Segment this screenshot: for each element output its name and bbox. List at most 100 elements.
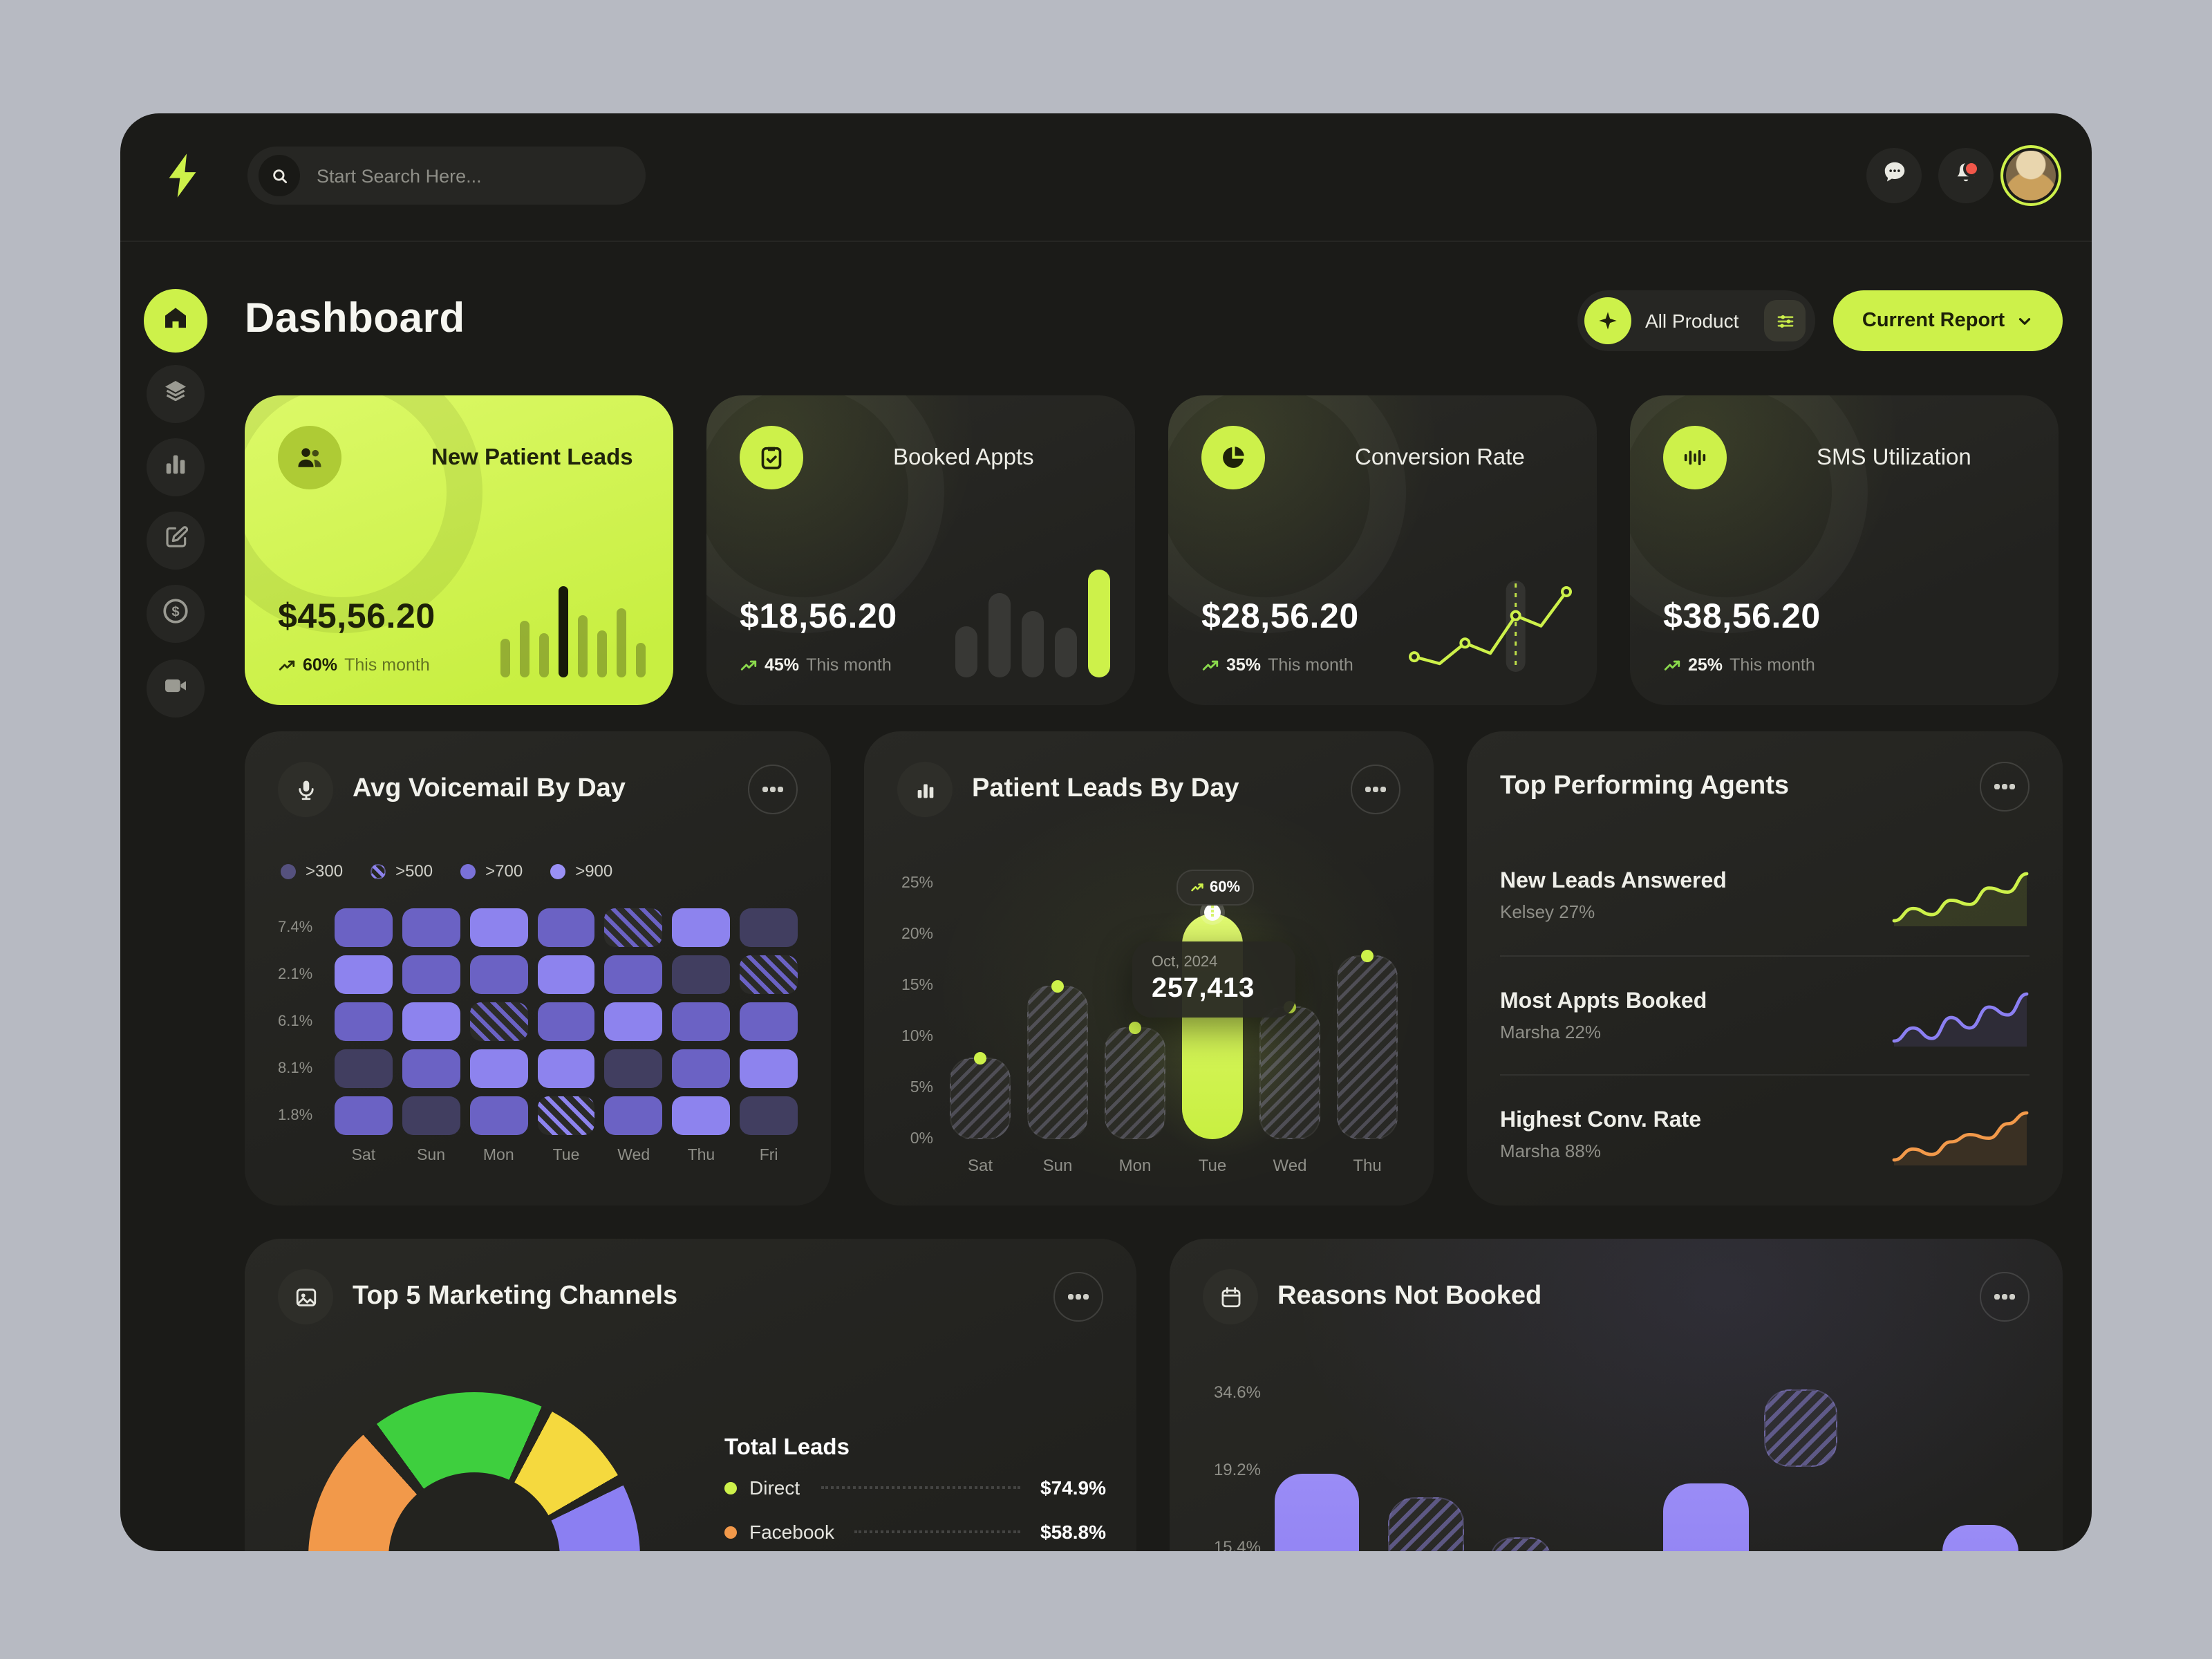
bolt-logo-icon [159,152,206,199]
stat-value: $28,56.20 [1201,597,1359,636]
stat-value: $18,56.20 [740,597,897,636]
top-agents-card: Top Performing Agents New Leads Answered… [1467,731,2063,1206]
sidebar-item-home[interactable] [144,289,207,353]
trend-up-icon [1191,883,1203,892]
video-camera-icon [162,671,189,706]
stat-title: New Patient Leads [431,445,633,470]
card-header: Patient Leads By Day [897,762,1400,817]
marketing-legend: Direct $74.9% Facebook $58.8% [724,1465,1106,1551]
heatmap-legend: >300 >500 >700 >900 [281,861,612,881]
card-title: Avg Voicemail By Day [353,774,626,803]
menu-button[interactable] [1980,762,2030,812]
mic-icon [278,762,333,817]
search-input[interactable] [314,164,596,187]
stat-delta-period: This month [806,655,892,675]
stat-delta-pct: 60% [303,655,338,675]
y-tick: 15.4% [1213,1537,1261,1551]
trend-up-icon [278,656,296,674]
channel-value: $58.8% [1040,1521,1106,1543]
menu-button[interactable] [748,765,798,814]
voicemail-card: Avg Voicemail By Day >300 >500 >700 >900… [245,731,831,1206]
stat-card-booked-appts[interactable]: Booked Appts $18,56.20 45% This month [706,395,1135,705]
app-window: $ Dashboard All Product Current Report [120,113,2092,1551]
delta-badge-value: 60% [1210,879,1241,896]
stat-delta-pct: 35% [1226,655,1262,675]
sidebar-item-video[interactable] [147,659,205,718]
legend-swatch [550,863,566,879]
stat-title: Booked Appts [893,445,1034,470]
agent-row[interactable]: Most Appts Booked Marsha 22% [1500,955,2030,1074]
agent-name: Kelsey 27% [1500,901,1595,922]
sidebar-item-analytics[interactable] [147,438,205,496]
product-filter-pill[interactable]: All Product [1577,290,1815,351]
booked-appts-minichart [950,570,1110,677]
stat-card-new-patient-leads[interactable]: New Patient Leads $45,56.20 60% This mon… [245,395,673,705]
menu-button[interactable] [1053,1272,1103,1322]
search-icon [259,155,300,196]
stat-card-sms-utilization[interactable]: SMS Utilization $38,56.20 25% This month [1630,395,2059,705]
notification-dot [1963,160,1980,177]
stat-card-conversion-rate[interactable]: Conversion Rate $28,56.20 35% This month [1168,395,1597,705]
card-title: Top Performing Agents [1500,771,1789,800]
agent-sparkline [1891,1105,2030,1166]
menu-button[interactable] [1351,765,1400,814]
dotted-leader [821,1486,1020,1489]
notifications-button[interactable] [1938,148,1994,203]
clipboard-check-icon [740,426,803,489]
legend-dot [724,1481,737,1494]
pie-chart-icon [1201,426,1265,489]
users-icon [278,426,341,489]
stat-delta: 60% This month [278,655,430,675]
current-report-button[interactable]: Current Report [1833,290,2063,351]
user-avatar[interactable] [2000,145,2061,206]
trend-up-icon [1663,656,1681,674]
stat-delta-pct: 25% [1688,655,1723,675]
y-axis-ticks: 25% 20% 15% 10% 5% 0% [901,875,933,1147]
card-header: Top 5 Marketing Channels [278,1269,1103,1324]
sliders-icon [1777,315,1793,327]
trend-up-icon [740,656,758,674]
search-bar [247,147,646,205]
page-title: Dashboard [245,296,465,341]
legend-swatch [281,863,296,879]
reasons-not-booked-card: Reasons Not Booked 34.6% 19.2% 15.4% [1170,1239,2063,1551]
chat-icon [1881,159,1907,192]
agent-metric: Most Appts Booked [1500,989,1707,1013]
menu-button[interactable] [1980,1272,2030,1322]
agents-list: New Leads Answered Kelsey 27% Most Appts… [1500,836,2030,1194]
card-header: Reasons Not Booked [1203,1269,2030,1324]
card-title: Patient Leads By Day [972,774,1239,803]
layers-icon [162,377,189,411]
waveform-icon [1663,426,1727,489]
image-icon [278,1269,333,1324]
agent-name: Marsha 88% [1500,1141,1601,1162]
trend-up-icon [1201,656,1219,674]
filter-settings-button[interactable] [1764,300,1806,341]
agent-sparkline [1891,865,2030,926]
patient-leads-card: Patient Leads By Day 25% 20% 15% 10% 5% 0% Sa… [864,731,1434,1206]
channel-label: Direct [749,1477,800,1499]
calendar-icon [1203,1269,1258,1324]
total-leads-label: Total Leads [724,1435,850,1460]
sidebar-item-notes[interactable] [147,512,205,570]
chevron-down-icon [2019,317,2031,324]
stat-delta-period: This month [1268,655,1353,675]
agent-metric: Highest Conv. Rate [1500,1109,1701,1133]
card-header: Avg Voicemail By Day [278,762,798,817]
agent-metric: New Leads Answered [1500,869,1727,893]
sidebar-item-layers[interactable] [147,365,205,423]
marketing-channels-card: Top 5 Marketing Channels Total Leads Dir… [245,1239,1136,1551]
agent-row[interactable]: New Leads Answered Kelsey 27% [1500,836,2030,955]
agent-row[interactable]: Highest Conv. Rate Marsha 88% [1500,1074,2030,1194]
stat-title: SMS Utilization [1817,445,1971,470]
agent-sparkline [1891,985,2030,1046]
channel-label: Facebook [749,1521,834,1543]
sidebar-item-billing[interactable]: $ [147,585,205,643]
stat-delta: 35% This month [1201,655,1353,675]
bar-chart-icon [162,450,189,485]
product-filter-label: All Product [1645,310,1739,332]
badge-connector [1211,906,1214,917]
conversion-rate-minichart [1409,581,1572,672]
home-icon [162,303,189,338]
chat-button[interactable] [1866,148,1922,203]
